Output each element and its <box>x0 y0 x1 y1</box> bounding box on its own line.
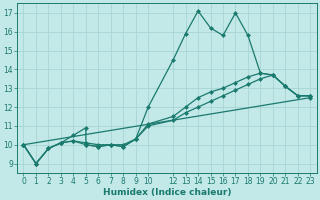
X-axis label: Humidex (Indice chaleur): Humidex (Indice chaleur) <box>103 188 231 197</box>
